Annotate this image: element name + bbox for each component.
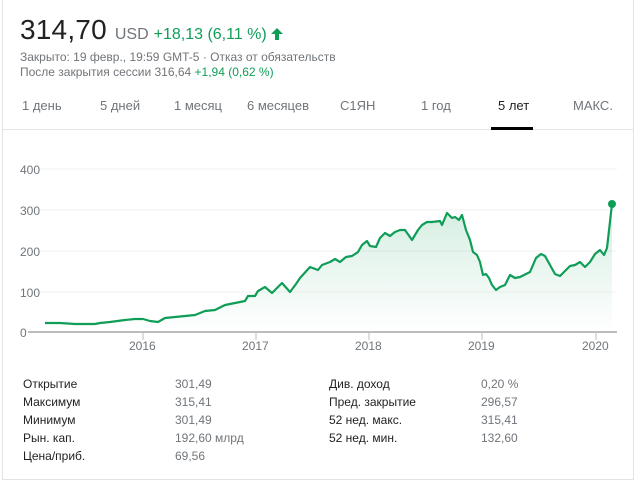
stat-value: 0,20 % — [481, 377, 519, 391]
stat-label: Цена/приб. — [23, 449, 86, 463]
stat-market-cap: Рын. кап. 192,60 млрд — [23, 429, 303, 447]
arrow-up-icon — [270, 27, 283, 40]
x-tick-2016: 2016 — [129, 339, 156, 353]
quote-header: 314,70 USD +18,13 (6,11 %) — [20, 14, 283, 46]
stat-label: 52 нед. мин. — [329, 431, 398, 445]
tab-ytd[interactable]: С1ЯН — [340, 98, 376, 113]
stat-open: Открытие 301,49 — [23, 375, 303, 393]
stat-value: 69,56 — [175, 449, 206, 463]
stat-value: 315,41 — [481, 413, 518, 427]
tab-5-years[interactable]: 5 лет — [498, 98, 530, 113]
price-chart[interactable] — [0, 150, 636, 360]
current-price: 314,70 — [20, 14, 107, 45]
currency: USD — [114, 26, 149, 43]
stat-label: Минимум — [23, 413, 76, 427]
stat-value: 192,60 млрд — [175, 431, 244, 445]
tab-max[interactable]: МАКС. — [573, 98, 613, 113]
stat-dividend-yield: Див. доход 0,20 % — [329, 375, 609, 393]
price-change: +18,13 (6,11 %) — [153, 26, 267, 43]
stat-label: Рын. кап. — [23, 431, 75, 445]
after-hours: После закрытия сессии 316,64 +1,94 (0,62… — [20, 65, 274, 79]
stat-label: Открытие — [23, 377, 78, 391]
range-tabs: 1 день 5 дней 1 месяц 6 месяцев С1ЯН 1 г… — [2, 96, 634, 130]
y-tick-100: 100 — [20, 286, 41, 300]
stat-label: Максимум — [23, 395, 81, 409]
after-hours-label: После закрытия сессии 316,64 — [20, 65, 192, 79]
y-tick-400: 400 — [20, 163, 41, 177]
stat-52wk-low: 52 нед. мин. 132,60 — [329, 429, 609, 447]
stat-value: 301,49 — [175, 413, 212, 427]
tab-6-months[interactable]: 6 месяцев — [247, 98, 309, 113]
stats-right: Див. доход 0,20 % Пред. закрытие 296,57 … — [329, 375, 609, 447]
current-price-marker — [608, 200, 616, 208]
close-status: Закрыто: 19 февр., 19:59 GMT-5 · Отказ о… — [20, 50, 336, 64]
price-area — [45, 204, 612, 332]
tab-5-days[interactable]: 5 дней — [100, 98, 141, 113]
stat-pe-ratio: Цена/приб. 69,56 — [23, 447, 303, 465]
stat-label: 52 нед. макс. — [329, 413, 403, 427]
after-hours-change: +1,94 (0,62 %) — [194, 65, 274, 79]
stat-low: Минимум 301,49 — [23, 411, 303, 429]
tab-1-year[interactable]: 1 год — [421, 98, 451, 113]
stat-label: Пред. закрытие — [329, 395, 416, 409]
price-line — [45, 203, 614, 326]
x-tick-2018: 2018 — [355, 339, 382, 353]
stat-value: 296,57 — [481, 395, 518, 409]
stat-label: Див. доход — [329, 377, 390, 391]
y-tick-300: 300 — [20, 204, 41, 218]
stat-value: 301,49 — [175, 377, 212, 391]
x-tick-2020: 2020 — [582, 339, 609, 353]
stat-value: 315,41 — [175, 395, 212, 409]
active-tab-indicator — [491, 127, 533, 130]
x-tick-2019: 2019 — [468, 339, 495, 353]
x-tick-2017: 2017 — [242, 339, 269, 353]
tab-1-day[interactable]: 1 день — [22, 98, 62, 113]
y-tick-200: 200 — [20, 245, 41, 259]
tab-1-month[interactable]: 1 месяц — [174, 98, 222, 113]
stat-prev-close: Пред. закрытие 296,57 — [329, 393, 609, 411]
stat-value: 132,60 — [481, 431, 518, 445]
stat-high: Максимум 315,41 — [23, 393, 303, 411]
y-tick-0: 0 — [20, 326, 27, 340]
stats-left: Открытие 301,49 Максимум 315,41 Минимум … — [23, 375, 303, 465]
stat-52wk-high: 52 нед. макс. 315,41 — [329, 411, 609, 429]
